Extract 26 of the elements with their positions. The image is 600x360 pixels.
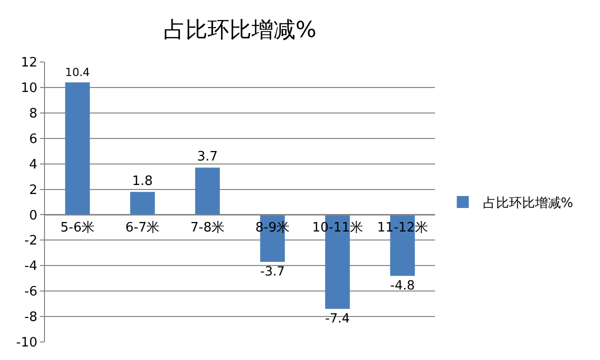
y-tick-label: 6 bbox=[29, 132, 38, 147]
y-tick-label: 4 bbox=[29, 157, 38, 172]
data-label: -3.7 bbox=[260, 264, 285, 279]
chart-title: 占比环比增减% bbox=[164, 18, 316, 43]
y-tick-label: -4 bbox=[24, 259, 38, 274]
y-tick-label: -2 bbox=[24, 234, 38, 249]
y-tick-label: -10 bbox=[16, 336, 38, 351]
bar bbox=[65, 82, 90, 215]
data-label: 10.4 bbox=[65, 66, 90, 79]
y-tick-label: -8 bbox=[24, 310, 38, 326]
x-tick-label: 6-7米 bbox=[125, 220, 160, 236]
legend-label: 占比环比增减% bbox=[482, 196, 574, 212]
y-tick-label: 12 bbox=[20, 56, 38, 71]
x-tick-label: 5-6米 bbox=[60, 220, 95, 236]
y-tick-label: 10 bbox=[20, 81, 38, 96]
data-label: -7.4 bbox=[325, 310, 350, 326]
data-label: -4.8 bbox=[390, 278, 415, 293]
y-tick-label: 2 bbox=[29, 182, 38, 198]
x-tick-label: 7-8米 bbox=[190, 220, 225, 236]
y-tick-label: -6 bbox=[24, 284, 38, 300]
bar bbox=[195, 168, 220, 215]
bar bbox=[130, 192, 155, 215]
y-tick-label: 0 bbox=[29, 208, 38, 224]
y-tick-label: 8 bbox=[29, 106, 38, 122]
data-label: 3.7 bbox=[197, 150, 218, 165]
data-label: 1.8 bbox=[132, 174, 153, 189]
